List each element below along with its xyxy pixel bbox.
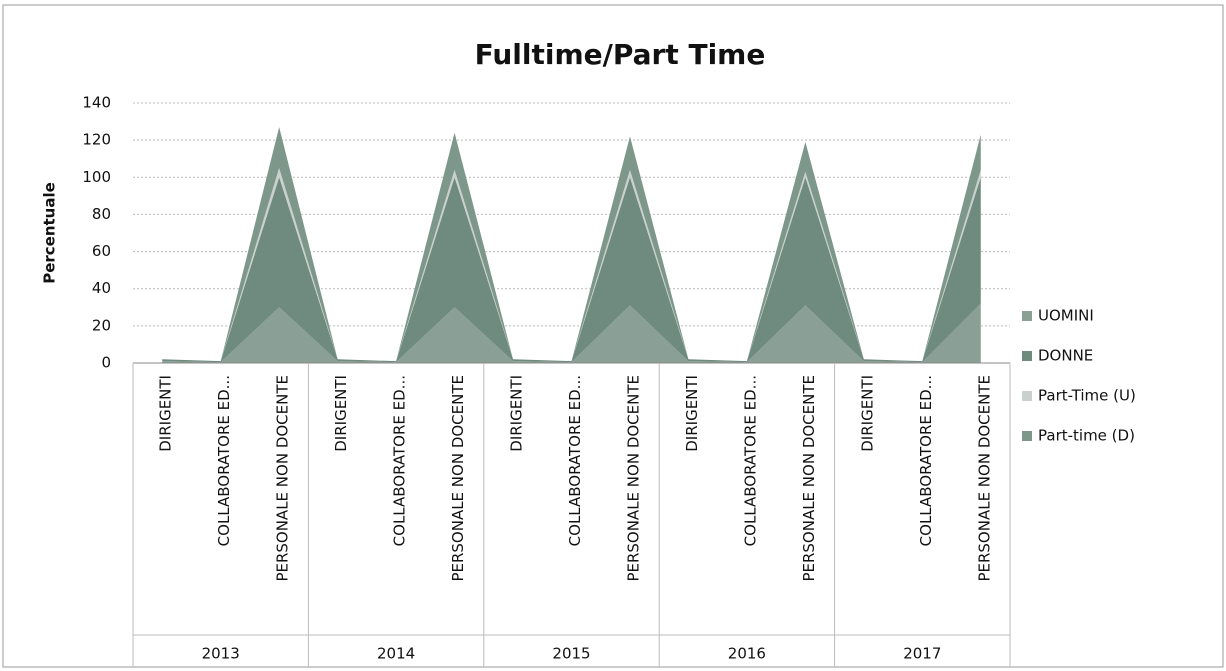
chart-border <box>2 4 1224 668</box>
group-label: 2016 <box>728 645 766 663</box>
x-tick-label: DIRIGENTI <box>858 375 876 452</box>
legend-label: Part-time (D) <box>1038 427 1135 445</box>
x-tick-label: DIRIGENTI <box>157 375 175 452</box>
group-label: 2015 <box>552 645 590 663</box>
legend-swatch <box>1022 431 1032 441</box>
legend-label: DONNE <box>1038 347 1093 365</box>
area <box>162 303 981 363</box>
legend-label: Part-Time (U) <box>1038 387 1136 405</box>
group-label: 2017 <box>903 645 941 663</box>
y-tick-label: 0 <box>101 354 111 372</box>
y-tick-label: 120 <box>82 131 111 149</box>
x-tick-label: PERSONALE NON DOCENTE <box>449 375 467 582</box>
y-tick-label: 100 <box>82 168 111 186</box>
y-tick-label: 60 <box>92 242 111 260</box>
chart-title: Fulltime/Part Time <box>475 38 766 71</box>
group-label: 2013 <box>202 645 240 663</box>
x-tick-label: PERSONALE NON DOCENTE <box>800 375 818 582</box>
x-tick-label: DIRIGENTI <box>332 375 350 452</box>
legend-swatch <box>1022 391 1032 401</box>
y-tick-label: 140 <box>82 94 111 112</box>
y-tick-label: 40 <box>92 279 111 297</box>
x-tick-label: COLLABORATORE ED... <box>566 375 584 546</box>
x-tick-label: DIRIGENTI <box>683 375 701 452</box>
y-tick-label: 80 <box>92 205 111 223</box>
group-label: 2014 <box>377 645 415 663</box>
legend-swatch <box>1022 311 1032 321</box>
x-tick-label: DIRIGENTI <box>508 375 526 452</box>
x-tick-label: PERSONALE NON DOCENTE <box>274 375 292 582</box>
x-tick-label: PERSONALE NON DOCENTE <box>624 375 642 582</box>
x-tick-label: COLLABORATORE ED... <box>215 375 233 546</box>
area <box>162 177 981 363</box>
x-tick-label: PERSONALE NON DOCENTE <box>975 375 993 582</box>
x-tick-label: COLLABORATORE ED... <box>917 375 935 546</box>
y-axis-label: Percentuale <box>41 182 59 284</box>
y-tick-label: 20 <box>92 316 111 334</box>
x-tick-label: COLLABORATORE ED... <box>391 375 409 546</box>
legend-swatch <box>1022 351 1032 361</box>
legend-label: UOMINI <box>1038 307 1094 325</box>
x-tick-label: COLLABORATORE ED... <box>741 375 759 546</box>
